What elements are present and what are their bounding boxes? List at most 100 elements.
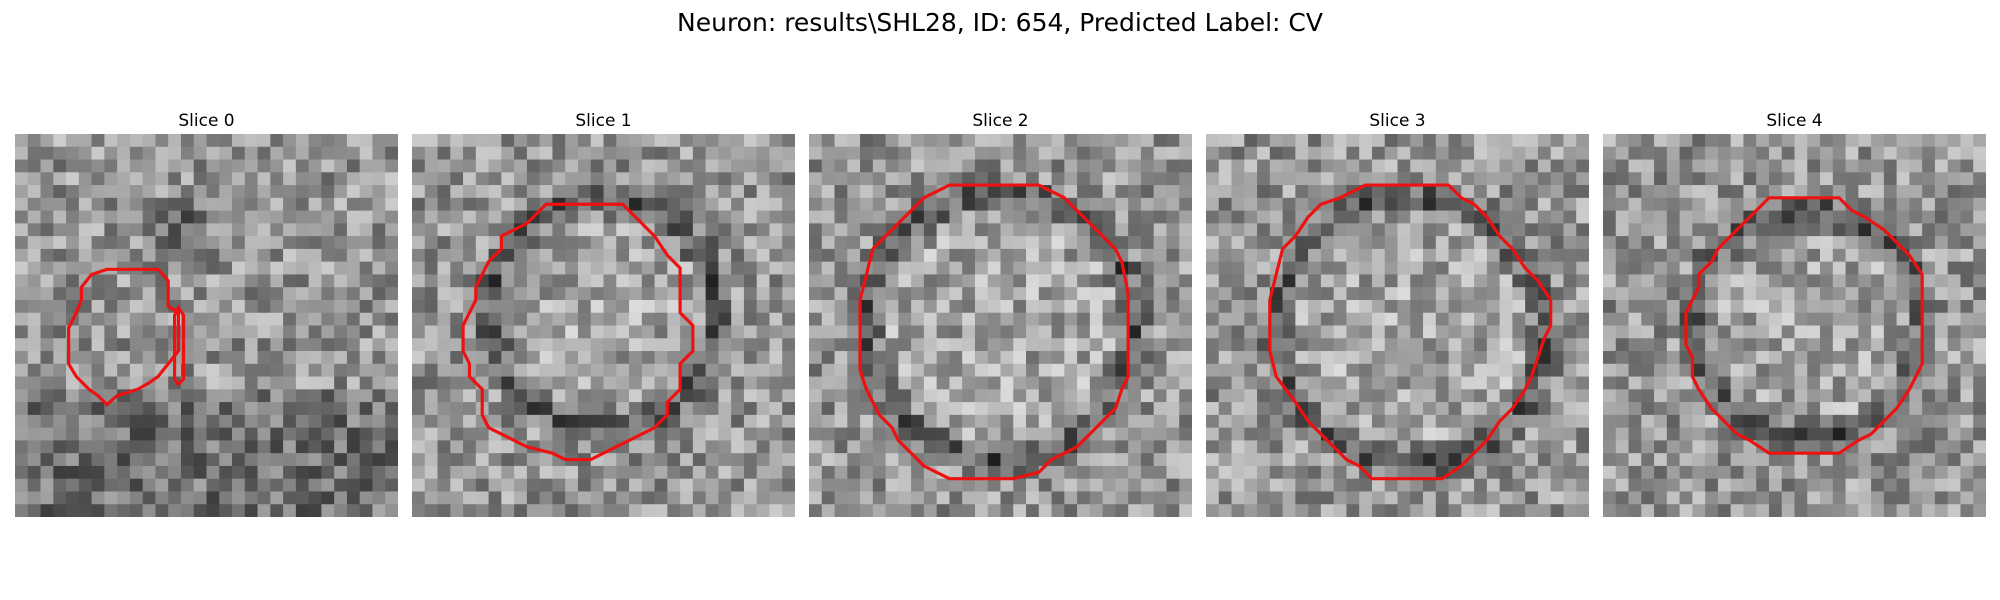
image-pixel bbox=[539, 402, 553, 416]
image-pixel bbox=[334, 223, 348, 237]
image-pixel bbox=[334, 172, 348, 186]
image-pixel bbox=[412, 491, 426, 505]
image-pixel bbox=[1218, 197, 1232, 211]
image-pixel bbox=[692, 248, 706, 262]
image-pixel bbox=[641, 236, 655, 250]
image-pixel bbox=[885, 453, 899, 467]
image-pixel bbox=[193, 491, 207, 505]
image-pixel bbox=[1654, 172, 1668, 186]
image-pixel bbox=[1206, 312, 1220, 326]
image-pixel bbox=[1794, 287, 1808, 301]
image-pixel bbox=[1512, 325, 1526, 339]
image-pixel bbox=[1896, 465, 1910, 479]
image-pixel bbox=[142, 325, 156, 339]
image-pixel bbox=[1871, 453, 1885, 467]
image-pixel bbox=[1244, 325, 1258, 339]
image-pixel bbox=[193, 299, 207, 313]
image-pixel bbox=[501, 287, 515, 301]
image-pixel bbox=[437, 185, 451, 199]
image-pixel bbox=[91, 453, 105, 467]
image-pixel bbox=[603, 236, 617, 250]
image-pixel bbox=[321, 465, 335, 479]
image-pixel bbox=[437, 274, 451, 288]
image-pixel bbox=[346, 146, 360, 160]
image-pixel bbox=[1628, 453, 1642, 467]
image-pixel bbox=[129, 185, 143, 199]
image-pixel bbox=[1603, 363, 1617, 377]
image-pixel bbox=[743, 287, 757, 301]
image-pixel bbox=[1768, 491, 1782, 505]
image-pixel bbox=[1641, 453, 1655, 467]
image-pixel bbox=[987, 248, 1001, 262]
image-pixel bbox=[1448, 236, 1462, 250]
image-pixel bbox=[1410, 440, 1424, 454]
image-pixel bbox=[1717, 287, 1731, 301]
image-pixel bbox=[1654, 402, 1668, 416]
image-pixel bbox=[359, 274, 373, 288]
image-pixel bbox=[923, 236, 937, 250]
image-pixel bbox=[1308, 236, 1322, 250]
image-pixel bbox=[1384, 261, 1398, 275]
image-pixel bbox=[847, 504, 861, 517]
image-pixel bbox=[962, 134, 976, 148]
image-pixel bbox=[1525, 325, 1539, 339]
image-pixel bbox=[232, 223, 246, 237]
image-pixel bbox=[526, 376, 540, 390]
image-pixel bbox=[219, 159, 233, 173]
image-pixel bbox=[885, 351, 899, 365]
image-pixel bbox=[923, 261, 937, 275]
image-pixel bbox=[1871, 274, 1885, 288]
image-pixel bbox=[1051, 287, 1065, 301]
image-pixel bbox=[629, 491, 643, 505]
image-pixel bbox=[244, 376, 258, 390]
image-pixel bbox=[168, 185, 182, 199]
image-pixel bbox=[1077, 402, 1091, 416]
image-pixel bbox=[1102, 134, 1116, 148]
image-pixel bbox=[1038, 338, 1052, 352]
image-pixel bbox=[743, 338, 757, 352]
image-pixel bbox=[1679, 172, 1693, 186]
image-pixel bbox=[1371, 465, 1385, 479]
image-pixel bbox=[372, 312, 386, 326]
image-pixel bbox=[1308, 325, 1322, 339]
image-pixel bbox=[680, 197, 694, 211]
image-pixel bbox=[270, 312, 284, 326]
image-pixel bbox=[680, 248, 694, 262]
image-pixel bbox=[475, 185, 489, 199]
image-pixel bbox=[15, 248, 29, 262]
image-pixel bbox=[577, 185, 591, 199]
image-pixel bbox=[450, 440, 464, 454]
image-pixel bbox=[1282, 210, 1296, 224]
image-pixel bbox=[1128, 351, 1142, 365]
image-pixel bbox=[949, 287, 963, 301]
image-pixel bbox=[104, 248, 118, 262]
image-pixel bbox=[847, 351, 861, 365]
image-pixel bbox=[1206, 159, 1220, 173]
image-pixel bbox=[1883, 134, 1897, 148]
image-pixel bbox=[756, 134, 770, 148]
image-pixel bbox=[1371, 236, 1385, 250]
image-pixel bbox=[1218, 338, 1232, 352]
image-pixel bbox=[1730, 504, 1744, 517]
image-pixel bbox=[987, 491, 1001, 505]
image-pixel bbox=[1128, 197, 1142, 211]
image-pixel bbox=[1089, 389, 1103, 403]
image-pixel bbox=[654, 440, 668, 454]
image-pixel bbox=[78, 172, 92, 186]
image-pixel bbox=[321, 236, 335, 250]
image-pixel bbox=[270, 440, 284, 454]
image-pixel bbox=[359, 134, 373, 148]
image-pixel bbox=[27, 338, 41, 352]
image-pixel bbox=[1038, 159, 1052, 173]
image-pixel bbox=[501, 465, 515, 479]
image-pixel bbox=[552, 338, 566, 352]
image-pixel bbox=[1832, 338, 1846, 352]
image-pixel bbox=[769, 210, 783, 224]
image-pixel bbox=[1832, 287, 1846, 301]
image-pixel bbox=[1563, 236, 1577, 250]
image-pixel bbox=[565, 312, 579, 326]
image-pixel bbox=[1512, 159, 1526, 173]
image-pixel bbox=[424, 351, 438, 365]
image-pixel bbox=[283, 274, 297, 288]
image-pixel bbox=[692, 299, 706, 313]
